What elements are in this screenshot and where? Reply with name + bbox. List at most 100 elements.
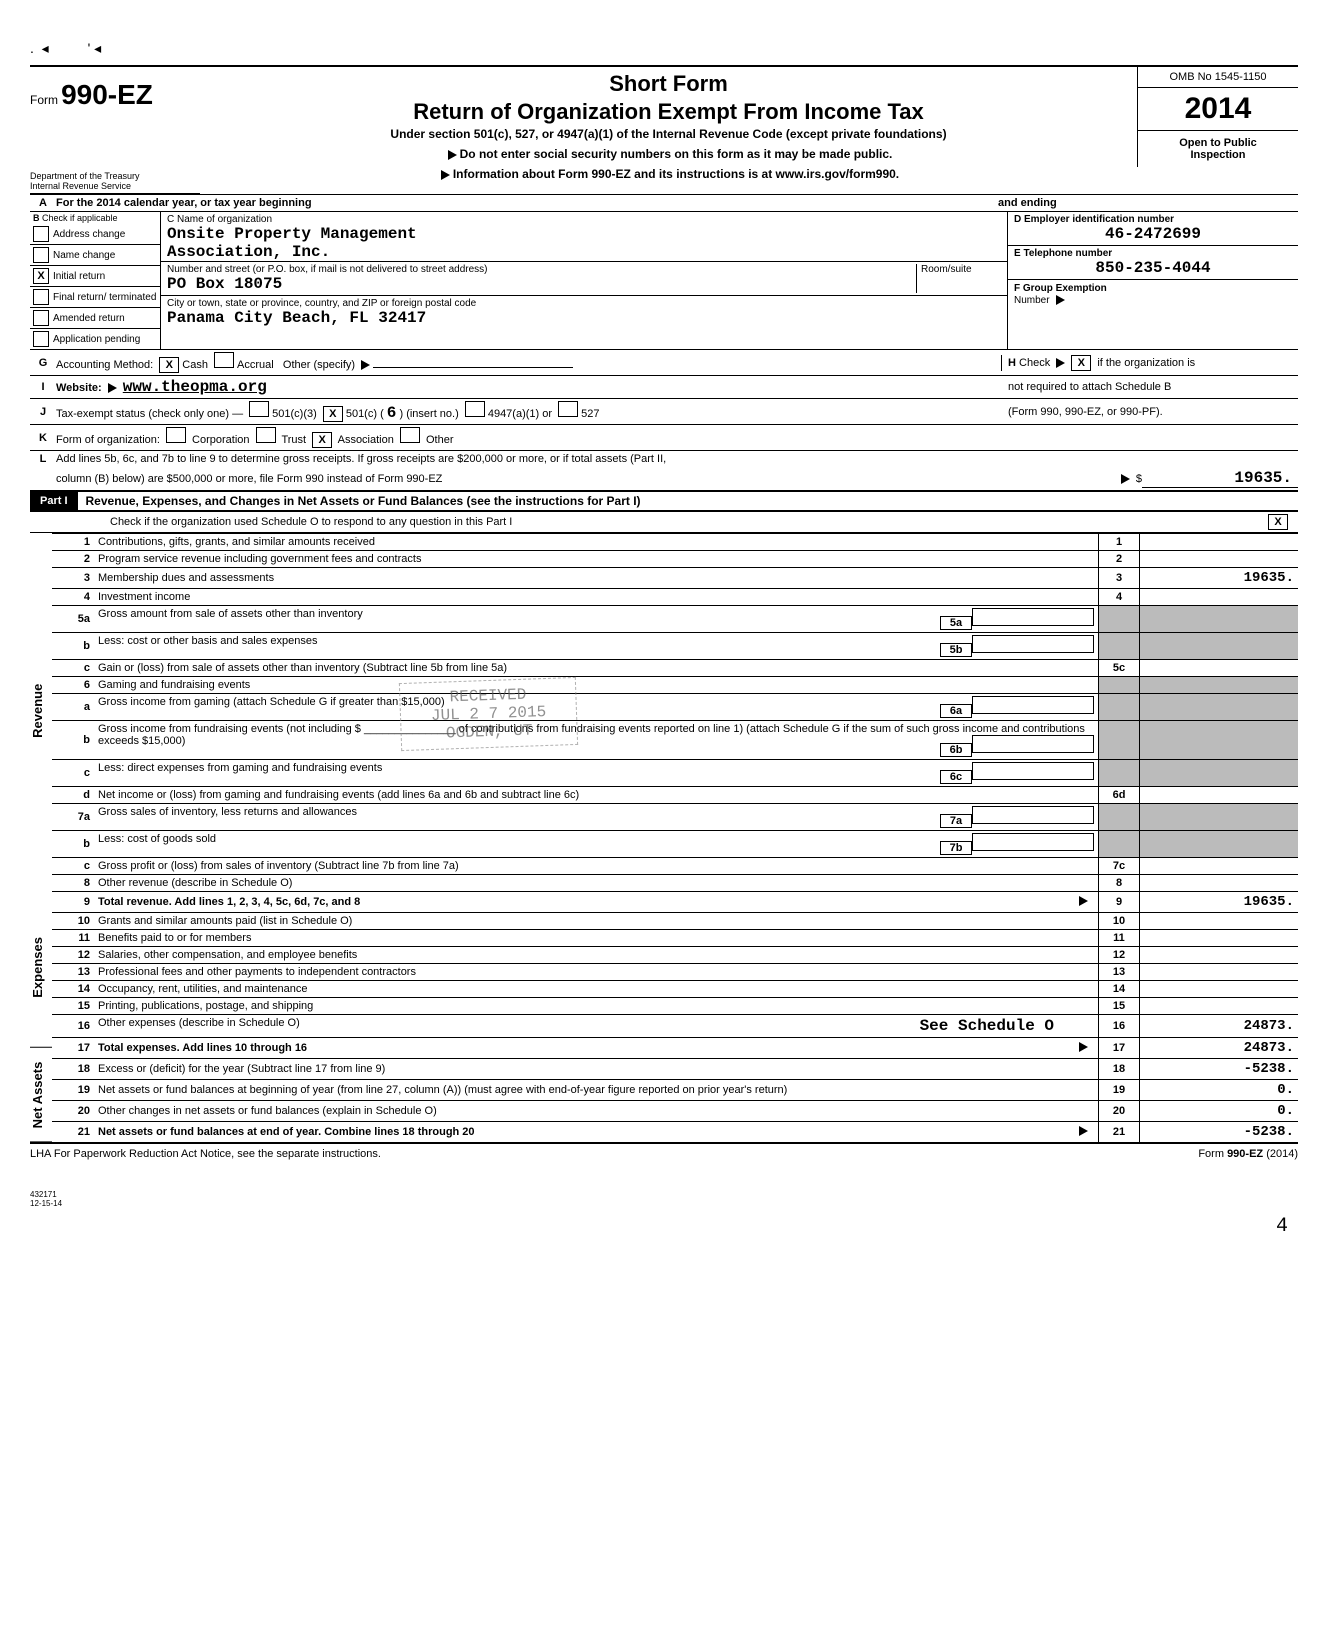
line-value-grey xyxy=(1140,831,1299,858)
row-number: 5a xyxy=(52,606,94,633)
b-option-4[interactable]: Amended return xyxy=(30,308,160,329)
cash-checkbox[interactable]: X xyxy=(159,357,179,373)
checkbox-icon[interactable] xyxy=(33,310,49,326)
inner-line-val xyxy=(972,696,1094,714)
row-desc: Other changes in net assets or fund bala… xyxy=(94,1101,1099,1122)
b-option-5[interactable]: Application pending xyxy=(30,329,160,349)
checkbox-icon[interactable] xyxy=(33,331,49,347)
table-row: 14Occupancy, rent, utilities, and mainte… xyxy=(52,981,1298,998)
k-label: Form of organization: xyxy=(56,434,160,446)
row-number: 3 xyxy=(52,568,94,589)
line-value xyxy=(1140,858,1299,875)
l-text1: Add lines 5b, 6c, and 7b to line 9 to de… xyxy=(56,453,1298,465)
b-option-0[interactable]: Address change xyxy=(30,224,160,245)
j-b: 501(c) ( xyxy=(346,408,384,420)
inner-line-num: 6b xyxy=(940,743,972,757)
arrow-icon xyxy=(1121,474,1130,484)
row-desc: Gross sales of inventory, less returns a… xyxy=(94,804,1099,831)
row-number: 10 xyxy=(52,913,94,930)
checkbox-icon[interactable] xyxy=(33,247,49,263)
omb-number: OMB No 1545-1150 xyxy=(1138,67,1298,88)
row-desc: Membership dues and assessments xyxy=(94,568,1099,589)
table-row: 5aGross amount from sale of assets other… xyxy=(52,606,1298,633)
k-checkbox-0[interactable] xyxy=(166,427,186,443)
k-checkbox-2[interactable]: X xyxy=(312,432,332,448)
c-label: C Name of organization xyxy=(167,214,1001,225)
footer-code: 432171 xyxy=(30,1190,1298,1199)
k-checkbox-3[interactable] xyxy=(400,427,420,443)
line-ref: 20 xyxy=(1099,1101,1140,1122)
line-ref-grey xyxy=(1099,760,1140,787)
dept-2: Internal Revenue Service xyxy=(30,181,200,191)
row-number: a xyxy=(52,694,94,721)
checkbox-icon[interactable]: X xyxy=(33,268,49,284)
ein-value: 46-2472699 xyxy=(1014,225,1292,243)
line-value-grey xyxy=(1140,677,1299,694)
j-4947-checkbox[interactable] xyxy=(465,401,485,417)
k-option-label: Corporation xyxy=(189,434,253,446)
row-number: 21 xyxy=(52,1122,94,1143)
line-value xyxy=(1140,534,1299,551)
website-value: www.theopma.org xyxy=(123,378,267,396)
k-option-label: Other xyxy=(423,434,454,446)
line-ref: 2 xyxy=(1099,551,1140,568)
footer-date: 12-15-14 xyxy=(30,1199,1298,1208)
b-option-1[interactable]: Name change xyxy=(30,245,160,266)
checkbox-icon[interactable] xyxy=(33,226,49,242)
line-value xyxy=(1140,589,1299,606)
inner-line-val xyxy=(972,762,1094,780)
table-row: 20Other changes in net assets or fund ba… xyxy=(52,1101,1298,1122)
line-ref: 8 xyxy=(1099,875,1140,892)
j-c: 4947(a)(1) or xyxy=(488,408,552,420)
b-option-2[interactable]: XInitial return xyxy=(30,266,160,287)
j-501c3-checkbox[interactable] xyxy=(249,401,269,417)
h-checkbox[interactable]: X xyxy=(1071,355,1091,371)
line-value-grey xyxy=(1140,694,1299,721)
line-value-grey xyxy=(1140,760,1299,787)
k-option-label: Trust xyxy=(279,434,310,446)
table-row: 13Professional fees and other payments t… xyxy=(52,964,1298,981)
line-ref-grey xyxy=(1099,677,1140,694)
arrow-icon xyxy=(1079,1042,1088,1052)
row-desc: Excess or (deficit) for the year (Subtra… xyxy=(94,1059,1099,1080)
table-row: cGross profit or (loss) from sales of in… xyxy=(52,858,1298,875)
street-label: Number and street (or P.O. box, if mail … xyxy=(167,264,916,275)
table-row: bLess: cost of goods sold7b xyxy=(52,831,1298,858)
checkbox-icon[interactable] xyxy=(33,289,49,305)
dept-1: Department of the Treasury xyxy=(30,171,200,181)
i-label: Website: xyxy=(56,382,102,394)
row-number: 7a xyxy=(52,804,94,831)
k-checkbox-1[interactable] xyxy=(256,427,276,443)
line-ref-grey xyxy=(1099,831,1140,858)
inner-line-num: 7a xyxy=(940,814,972,828)
row-desc: Benefits paid to or for members xyxy=(94,930,1099,947)
row-desc: Gaming and fundraising events xyxy=(94,677,1099,694)
j-527-checkbox[interactable] xyxy=(558,401,578,417)
table-row: 3Membership dues and assessments319635. xyxy=(52,568,1298,589)
line-ref: 9 xyxy=(1099,892,1140,913)
line-ref: 17 xyxy=(1099,1038,1140,1059)
room-label: Room/suite xyxy=(916,264,1001,293)
label-a: A xyxy=(30,197,56,209)
arrow-icon xyxy=(361,360,370,370)
accrual-checkbox[interactable] xyxy=(214,352,234,368)
j-501c-checkbox[interactable]: X xyxy=(323,406,343,422)
row-desc: Professional fees and other payments to … xyxy=(94,964,1099,981)
side-expenses: Expenses xyxy=(30,888,52,1048)
street-value: PO Box 18075 xyxy=(167,275,916,293)
table-row: 18Excess or (deficit) for the year (Subt… xyxy=(52,1059,1298,1080)
arrow-line-2: Information about Form 990-EZ and its in… xyxy=(453,167,899,181)
table-row: cGain or (loss) from sale of assets othe… xyxy=(52,660,1298,677)
line-ref: 10 xyxy=(1099,913,1140,930)
inner-line-val xyxy=(972,806,1094,824)
part1-schedule-o-checkbox[interactable]: X xyxy=(1268,514,1288,530)
line-value: 19635. xyxy=(1140,892,1299,913)
line-ref-grey xyxy=(1099,694,1140,721)
h-text-b: if the organization is xyxy=(1097,357,1195,369)
line-ref: 1 xyxy=(1099,534,1140,551)
table-row: 9Total revenue. Add lines 1, 2, 3, 4, 5c… xyxy=(52,892,1298,913)
table-row: 10Grants and similar amounts paid (list … xyxy=(52,913,1298,930)
row-desc: Printing, publications, postage, and shi… xyxy=(94,998,1099,1015)
b-option-3[interactable]: Final return/ terminated xyxy=(30,287,160,308)
j-b-num: 6 xyxy=(387,404,397,422)
